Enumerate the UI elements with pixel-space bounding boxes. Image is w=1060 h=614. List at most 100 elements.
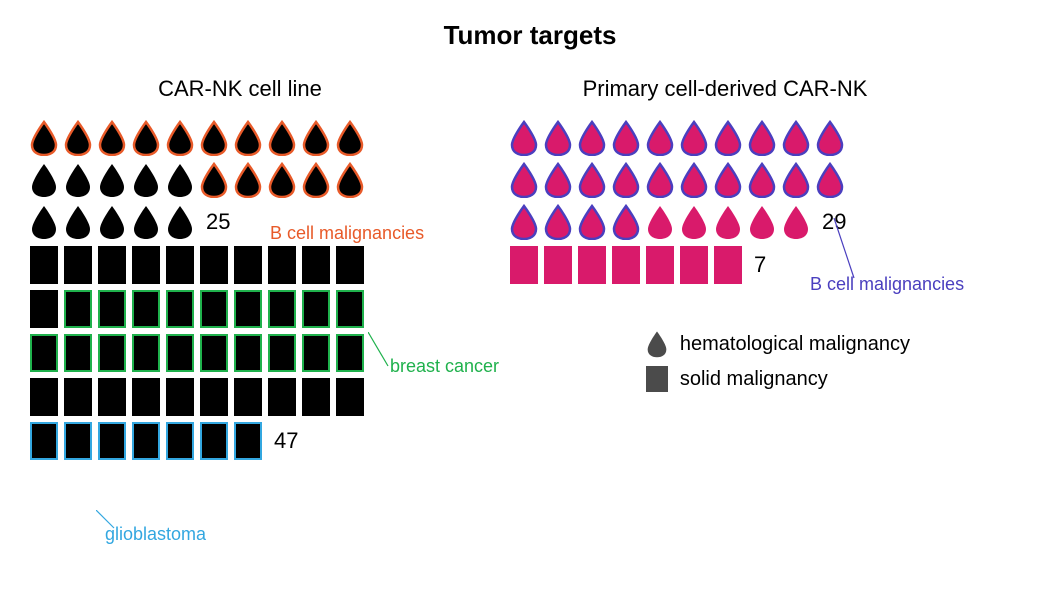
drop-icon [680, 204, 708, 240]
drop-icon [98, 120, 126, 156]
drop-icon [98, 204, 126, 240]
drop-icon [336, 120, 364, 156]
rect-icon [200, 334, 228, 372]
drop-icon [302, 162, 330, 198]
panel-left-title: CAR-NK cell line [30, 76, 450, 102]
annot-bcell-left: B cell malignancies [270, 223, 424, 244]
drop-icon [200, 162, 228, 198]
annot-breast-line [368, 332, 398, 368]
rect-count: 7 [754, 252, 766, 278]
drop-icon [30, 120, 58, 156]
drop-icon [30, 162, 58, 198]
drop-icon [782, 162, 810, 198]
drop-icon [612, 120, 640, 156]
rect-icon [680, 246, 708, 284]
page-title: Tumor targets [30, 20, 1030, 51]
rect-icon [336, 378, 364, 416]
annot-breast: breast cancer [390, 356, 499, 377]
rect-icon [132, 290, 160, 328]
rect-icon [200, 290, 228, 328]
rect-icon [64, 422, 92, 460]
rect-icon [64, 246, 92, 284]
drop-icon [336, 162, 364, 198]
legend-rect-icon [646, 366, 668, 392]
drop-icon [98, 162, 126, 198]
legend-drop-label: hematological malignancy [680, 333, 910, 356]
rect-icon [64, 378, 92, 416]
drop-icon [64, 120, 92, 156]
legend-drop-icon [646, 330, 668, 358]
rect-icon [268, 378, 296, 416]
panels-container: CAR-NK cell line 25 47 B cell malignancie… [30, 76, 1030, 460]
drop-icon [782, 120, 810, 156]
drop-icon [748, 162, 776, 198]
rect-icon [30, 378, 58, 416]
drop-icon [816, 120, 844, 156]
drop-icon [578, 204, 606, 240]
drop-icon [132, 204, 160, 240]
legend-row-drop: hematological malignancy [646, 330, 910, 358]
rect-count: 47 [274, 428, 298, 454]
drop-icon [510, 120, 538, 156]
drop-icon [714, 120, 742, 156]
rect-icon [132, 334, 160, 372]
rect-icon [30, 290, 58, 328]
legend-row-rect: solid malignancy [646, 366, 910, 392]
rect-icon [98, 378, 126, 416]
rect-icon [268, 334, 296, 372]
rect-icon [98, 246, 126, 284]
panel-left-grid: 25 47 [30, 120, 450, 460]
drop-icon [816, 162, 844, 198]
legend: hematological malignancy solid malignanc… [646, 330, 910, 400]
drop-icon [544, 120, 572, 156]
rect-icon [234, 246, 262, 284]
rect-icon [302, 290, 330, 328]
drop-icon [748, 204, 776, 240]
rect-icon [234, 334, 262, 372]
drop-icon [64, 162, 92, 198]
rect-icon [646, 246, 674, 284]
drop-icon [714, 162, 742, 198]
drop-icon [268, 120, 296, 156]
rect-icon [302, 246, 330, 284]
drop-icon [714, 204, 742, 240]
panel-right: Primary cell-derived CAR-NK 297 B cell m… [510, 76, 940, 460]
rect-icon [64, 290, 92, 328]
drop-icon [268, 162, 296, 198]
drop-icon [646, 162, 674, 198]
drop-icon [510, 162, 538, 198]
drop-icon [748, 120, 776, 156]
legend-rect-label: solid malignancy [680, 368, 828, 391]
rect-icon [98, 290, 126, 328]
rect-icon [234, 290, 262, 328]
panel-right-title: Primary cell-derived CAR-NK [510, 76, 940, 102]
rect-icon [98, 334, 126, 372]
rect-icon [510, 246, 538, 284]
drop-icon [612, 204, 640, 240]
rect-icon [64, 334, 92, 372]
drop-count: 25 [206, 209, 230, 235]
rect-icon [200, 422, 228, 460]
rect-icon [336, 334, 364, 372]
rect-icon [200, 378, 228, 416]
rect-icon [302, 378, 330, 416]
rect-icon [578, 246, 606, 284]
rect-icon [166, 422, 194, 460]
annot-glio-line [96, 510, 126, 532]
drop-icon [544, 162, 572, 198]
drop-icon [646, 204, 674, 240]
rect-icon [132, 422, 160, 460]
rect-icon [132, 246, 160, 284]
annot-bcell-right-line [828, 218, 868, 280]
rect-icon [268, 290, 296, 328]
rect-icon [336, 290, 364, 328]
rect-icon [234, 378, 262, 416]
drop-icon [30, 204, 58, 240]
drop-icon [132, 162, 160, 198]
drop-icon [578, 162, 606, 198]
drop-icon [166, 162, 194, 198]
drop-icon [782, 204, 810, 240]
drop-icon [234, 162, 262, 198]
drop-icon [612, 162, 640, 198]
drop-icon [680, 162, 708, 198]
